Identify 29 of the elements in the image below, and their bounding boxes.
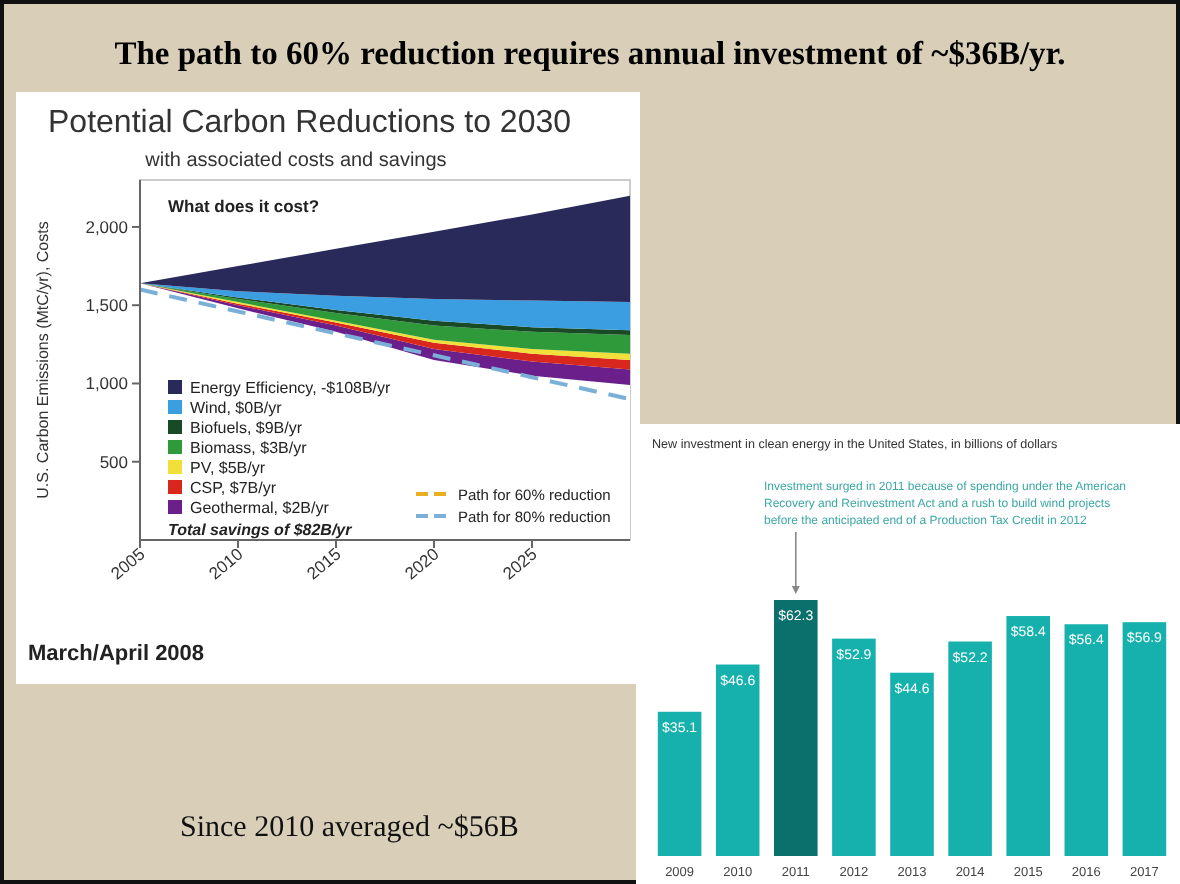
- legend-label: Energy Efficiency, -$108B/yr: [190, 379, 392, 397]
- legend-label: Biofuels, $9B/yr: [190, 419, 303, 437]
- bar: [1122, 622, 1167, 856]
- annotation: Total savings of $82B/yr: [168, 521, 354, 539]
- bar: [715, 664, 760, 856]
- y-tick-label: 1,000: [85, 373, 129, 394]
- y-tick-label: 1,500: [85, 295, 129, 316]
- bar: [1006, 616, 1050, 856]
- bar: [657, 711, 702, 856]
- legend-label: Geothermal, $2B/yr: [190, 499, 330, 517]
- y-tick-label: 2,000: [85, 216, 129, 237]
- y-tick-label: 500: [99, 451, 129, 472]
- text: Since 2010 averaged ~$56B: [180, 812, 519, 844]
- line-series: [138, 287, 632, 402]
- text: March/April 2008: [28, 642, 205, 666]
- annotation: What does it cost?: [168, 196, 320, 216]
- bar: [948, 641, 992, 856]
- legend-label: Wind, $0B/yr: [190, 399, 283, 417]
- bar: [832, 638, 876, 856]
- chart-subtitle: with associated costs and savings: [143, 150, 447, 172]
- bar: [890, 672, 934, 856]
- legend-label: PV, $5B/yr: [190, 459, 266, 477]
- legend-label: Biomass, $3B/yr: [190, 439, 308, 457]
- bar: [774, 600, 818, 856]
- bar: [1064, 624, 1109, 856]
- chart-title: Potential Carbon Reductions to 2030: [48, 106, 572, 140]
- text: The path to 60% reduction requires annual investment of ~$36B/yr.: [114, 34, 1066, 72]
- y-axis-title: U.S. Carbon Emissions (MtC/yr), Costs: [34, 221, 52, 499]
- legend-label: CSP, $7B/yr: [190, 479, 277, 497]
